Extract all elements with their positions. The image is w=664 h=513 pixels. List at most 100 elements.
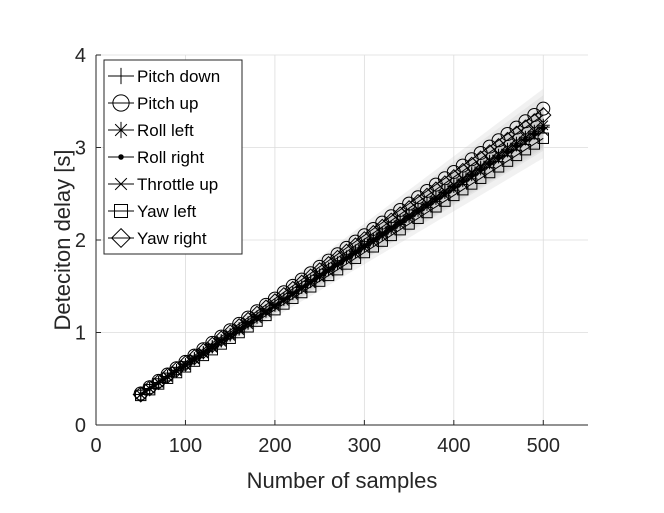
cross-marker xyxy=(529,131,540,142)
cross-marker xyxy=(520,137,531,148)
square-marker xyxy=(510,149,523,162)
cross-marker xyxy=(466,172,477,183)
legend-label: Pitch up xyxy=(137,94,198,113)
asterisk-marker xyxy=(112,121,130,139)
cross-marker xyxy=(287,289,298,300)
y-axis-label: Deteciton delay [s] xyxy=(50,150,75,331)
square-marker xyxy=(421,206,433,219)
x-axis-label: Number of samples xyxy=(247,468,438,493)
square-marker xyxy=(242,321,254,333)
square-marker xyxy=(537,132,549,144)
legend-item: Roll left xyxy=(108,121,194,140)
legend-item: Yaw left xyxy=(108,202,196,221)
square-marker xyxy=(322,269,335,282)
asterisk-marker xyxy=(527,124,541,138)
x-tick-label: 100 xyxy=(169,435,202,457)
square-marker xyxy=(466,178,478,190)
asterisk-marker xyxy=(474,160,488,174)
series-line xyxy=(140,137,544,396)
square-marker xyxy=(251,315,263,327)
asterisk-marker xyxy=(500,142,514,156)
plus-marker xyxy=(112,67,130,85)
x-tick-label: 400 xyxy=(437,435,470,457)
square-marker xyxy=(474,172,487,184)
square-marker xyxy=(260,309,272,322)
y-tick-label: 0 xyxy=(75,415,86,437)
cross-marker xyxy=(502,149,513,160)
legend: Pitch down Pitch up Roll left Roll right Thr… xyxy=(103,59,243,255)
square-marker xyxy=(278,298,290,310)
legend-label: Yaw right xyxy=(137,229,207,248)
square-marker xyxy=(135,389,147,402)
square-marker xyxy=(367,241,380,253)
square-marker xyxy=(448,189,460,202)
x-tick-label: 200 xyxy=(258,435,291,457)
legend-label: Roll left xyxy=(137,121,194,140)
asterisk-marker xyxy=(375,226,389,240)
square-marker xyxy=(313,275,326,287)
x-tick-label: 500 xyxy=(527,435,560,457)
y-tick-label: 2 xyxy=(75,230,86,252)
y-tick-label: 3 xyxy=(75,138,86,160)
square-marker xyxy=(457,183,469,196)
legend-label: Throttle up xyxy=(137,175,218,194)
square-marker xyxy=(376,235,388,247)
cross-marker xyxy=(538,125,549,136)
series xyxy=(135,132,549,402)
square-marker xyxy=(269,303,281,316)
series-group xyxy=(132,101,552,403)
cross-marker xyxy=(484,160,495,172)
square-marker xyxy=(492,161,505,173)
legend-item: Yaw right xyxy=(108,227,207,249)
cross-marker xyxy=(296,283,307,295)
tick-labels: 0 100 200 300 400 500 0 1 2 3 4 xyxy=(75,45,560,457)
legend-item: Pitch down xyxy=(108,67,220,86)
asterisk-marker xyxy=(483,154,497,168)
asterisk-marker xyxy=(518,130,532,144)
cross-marker xyxy=(511,143,522,154)
dot-marker xyxy=(118,154,124,160)
cross-marker xyxy=(305,278,316,289)
asterisk-marker xyxy=(492,148,506,162)
square-marker xyxy=(412,212,424,224)
square-marker xyxy=(197,349,210,362)
cross-marker xyxy=(439,190,450,201)
legend-item: Throttle up xyxy=(108,175,218,194)
cross-marker xyxy=(448,184,459,195)
asterisk-marker xyxy=(384,220,398,234)
legend-item: Pitch up xyxy=(108,94,198,113)
asterisk-marker xyxy=(465,166,479,180)
legend-label: Yaw left xyxy=(137,202,196,221)
square-marker xyxy=(385,229,397,242)
square-marker xyxy=(430,201,442,213)
square-marker xyxy=(233,326,245,339)
legend-item: Roll right xyxy=(108,148,204,167)
square-marker xyxy=(519,143,532,156)
legend-label: Pitch down xyxy=(137,67,220,86)
x-tick-label: 0 xyxy=(90,435,101,457)
series xyxy=(132,106,552,403)
diamond-marker xyxy=(535,106,552,124)
square-marker xyxy=(439,195,451,207)
cross-marker xyxy=(359,242,370,254)
x-tick-label: 300 xyxy=(348,435,381,457)
square-marker xyxy=(403,218,415,230)
cross-marker xyxy=(475,166,486,177)
y-tick-label: 4 xyxy=(75,45,86,67)
cross-marker xyxy=(114,177,128,191)
cross-marker xyxy=(493,155,504,166)
asterisk-marker xyxy=(536,118,550,132)
legend-label: Roll right xyxy=(137,148,204,167)
square-marker xyxy=(224,332,236,344)
square-marker xyxy=(394,223,406,236)
square-marker xyxy=(143,383,156,396)
circle-marker xyxy=(112,94,130,112)
asterisk-marker xyxy=(393,214,407,228)
square-marker xyxy=(483,166,496,179)
cross-marker xyxy=(457,178,468,189)
square-marker xyxy=(501,155,514,167)
square-marker xyxy=(331,263,344,276)
diamond-marker xyxy=(110,227,132,249)
cross-marker xyxy=(350,248,361,259)
